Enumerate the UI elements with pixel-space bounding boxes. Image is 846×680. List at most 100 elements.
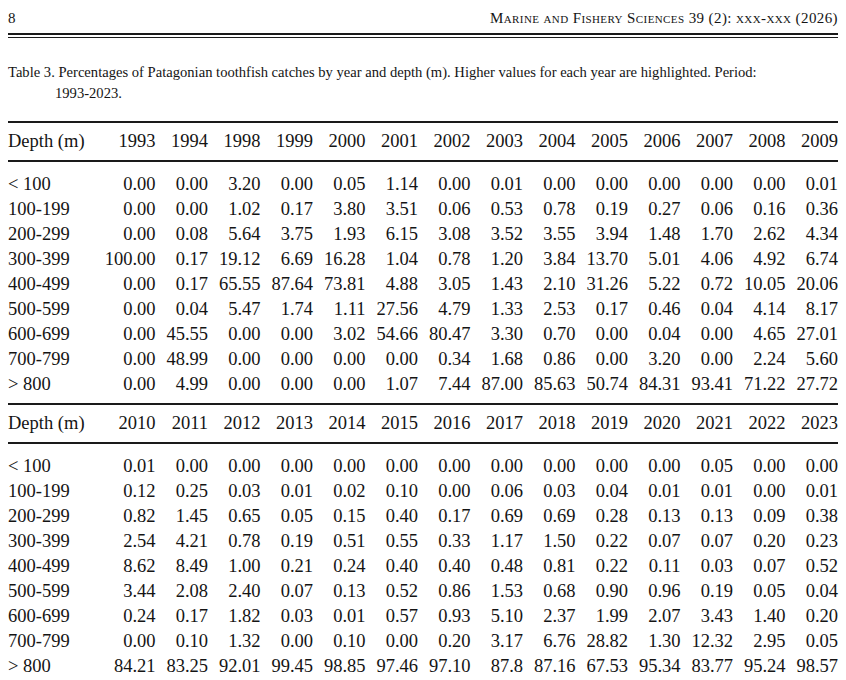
percentage-value-cell: 84.21 (103, 654, 156, 680)
year-column-header: 2012 (208, 405, 261, 443)
depth-range-label: 400-499 (8, 272, 103, 297)
year-column-header: 2022 (733, 405, 786, 443)
depth-range-label: 300-399 (8, 247, 103, 272)
percentage-value-cell: 3.05 (418, 272, 471, 297)
percentage-value-cell: 1.32 (208, 629, 261, 654)
percentage-value-cell: 1.17 (471, 529, 524, 554)
percentage-value-cell: 50.74 (576, 372, 629, 404)
percentage-value-cell: 0.00 (366, 629, 419, 654)
percentage-value-cell: 0.00 (103, 161, 156, 197)
percentage-value-cell: 0.07 (261, 579, 314, 604)
percentage-value-cell: 0.17 (418, 504, 471, 529)
year-column-header: 2000 (313, 122, 366, 161)
percentage-value-cell: 3.30 (471, 322, 524, 347)
header-double-rule (8, 33, 838, 38)
percentage-value-cell: 0.00 (261, 443, 314, 479)
percentage-value-cell: 0.00 (156, 197, 209, 222)
percentage-value-cell: 3.08 (418, 222, 471, 247)
depth-range-label: 700-799 (8, 629, 103, 654)
table-row: < 1000.010.000.000.000.000.000.000.000.0… (8, 443, 838, 479)
percentage-value-cell: 45.55 (156, 322, 209, 347)
percentage-value-cell: 4.06 (681, 247, 734, 272)
percentage-value-cell: 80.47 (418, 322, 471, 347)
percentage-value-cell: 0.00 (103, 222, 156, 247)
percentage-value-cell: 0.90 (576, 579, 629, 604)
percentage-value-cell: 71.22 (733, 372, 786, 404)
year-column-header: 2015 (366, 405, 419, 443)
table-row: > 80084.2183.2592.0199.4598.8597.4697.10… (8, 654, 838, 680)
percentage-value-cell: 0.00 (156, 443, 209, 479)
table-header-row: Depth (m)2010201120122013201420152016201… (8, 405, 838, 443)
percentage-value-cell: 27.72 (786, 372, 839, 404)
depth-range-label: 600-699 (8, 604, 103, 629)
percentage-value-cell: 85.63 (523, 372, 576, 404)
percentage-value-cell: 0.72 (681, 272, 734, 297)
table-row: 400-4998.628.491.000.210.240.400.400.480… (8, 554, 838, 579)
percentage-value-cell: 4.21 (156, 529, 209, 554)
percentage-value-cell: 0.13 (681, 504, 734, 529)
table-row: 600-6990.0045.550.000.003.0254.6680.473.… (8, 322, 838, 347)
percentage-value-cell: 0.00 (208, 443, 261, 479)
percentage-value-cell: 0.00 (208, 322, 261, 347)
catches-table-2010-2023: Depth (m)2010201120122013201420152016201… (8, 405, 838, 680)
percentage-value-cell: 4.79 (418, 297, 471, 322)
percentage-value-cell: 2.40 (208, 579, 261, 604)
depth-range-label: > 800 (8, 654, 103, 680)
percentage-value-cell: 3.55 (523, 222, 576, 247)
percentage-value-cell: 54.66 (366, 322, 419, 347)
percentage-value-cell: 6.69 (261, 247, 314, 272)
percentage-value-cell: 0.00 (628, 161, 681, 197)
percentage-value-cell: 0.17 (156, 272, 209, 297)
year-column-header: 2002 (418, 122, 471, 161)
percentage-value-cell: 0.05 (313, 161, 366, 197)
depth-column-header: Depth (m) (8, 405, 103, 443)
percentage-value-cell: 2.08 (156, 579, 209, 604)
percentage-value-cell: 0.07 (733, 554, 786, 579)
percentage-value-cell: 19.12 (208, 247, 261, 272)
percentage-value-cell: 0.05 (733, 579, 786, 604)
year-column-header: 2020 (628, 405, 681, 443)
depth-range-label: 700-799 (8, 347, 103, 372)
catches-table-1993-2009: Depth (m)1993199419981999200020012002200… (8, 121, 838, 405)
table-3: Depth (m)1993199419981999200020012002200… (8, 121, 838, 680)
percentage-value-cell: 0.03 (523, 479, 576, 504)
year-column-header: 2016 (418, 405, 471, 443)
percentage-value-cell: 0.21 (261, 554, 314, 579)
percentage-value-cell: 0.55 (366, 529, 419, 554)
percentage-value-cell: 5.60 (786, 347, 839, 372)
percentage-value-cell: 0.09 (733, 504, 786, 529)
percentage-value-cell: 0.08 (156, 222, 209, 247)
percentage-value-cell: 0.00 (733, 161, 786, 197)
table-row: 200-2990.821.450.650.050.150.400.170.690… (8, 504, 838, 529)
year-column-header: 2006 (628, 122, 681, 161)
percentage-value-cell: 0.00 (366, 347, 419, 372)
percentage-value-cell: 1.02 (208, 197, 261, 222)
percentage-value-cell: 0.93 (418, 604, 471, 629)
table-row: 700-7990.000.101.320.000.100.000.203.176… (8, 629, 838, 654)
page-number: 8 (8, 10, 16, 27)
percentage-value-cell: 1.68 (471, 347, 524, 372)
percentage-value-cell: 0.00 (681, 347, 734, 372)
percentage-value-cell: 2.95 (733, 629, 786, 654)
percentage-value-cell: 3.44 (103, 579, 156, 604)
table-row: 700-7990.0048.990.000.000.000.000.341.68… (8, 347, 838, 372)
year-column-header: 2007 (681, 122, 734, 161)
percentage-value-cell: 1.82 (208, 604, 261, 629)
percentage-value-cell: 1.48 (628, 222, 681, 247)
percentage-value-cell: 0.00 (261, 372, 314, 404)
percentage-value-cell: 0.04 (786, 579, 839, 604)
year-column-header: 2014 (313, 405, 366, 443)
percentage-value-cell: 0.00 (418, 161, 471, 197)
depth-range-label: 200-299 (8, 222, 103, 247)
percentage-value-cell: 0.19 (576, 197, 629, 222)
percentage-value-cell: 0.01 (261, 479, 314, 504)
journal-page: 8 Marine and Fishery Sciences 39 (2): xx… (0, 0, 846, 680)
percentage-value-cell: 2.53 (523, 297, 576, 322)
percentage-value-cell: 0.78 (208, 529, 261, 554)
percentage-value-cell: 0.00 (681, 161, 734, 197)
percentage-value-cell: 65.55 (208, 272, 261, 297)
percentage-value-cell: 100.00 (103, 247, 156, 272)
percentage-value-cell: 0.00 (471, 443, 524, 479)
year-column-header: 1993 (103, 122, 156, 161)
percentage-value-cell: 87.8 (471, 654, 524, 680)
